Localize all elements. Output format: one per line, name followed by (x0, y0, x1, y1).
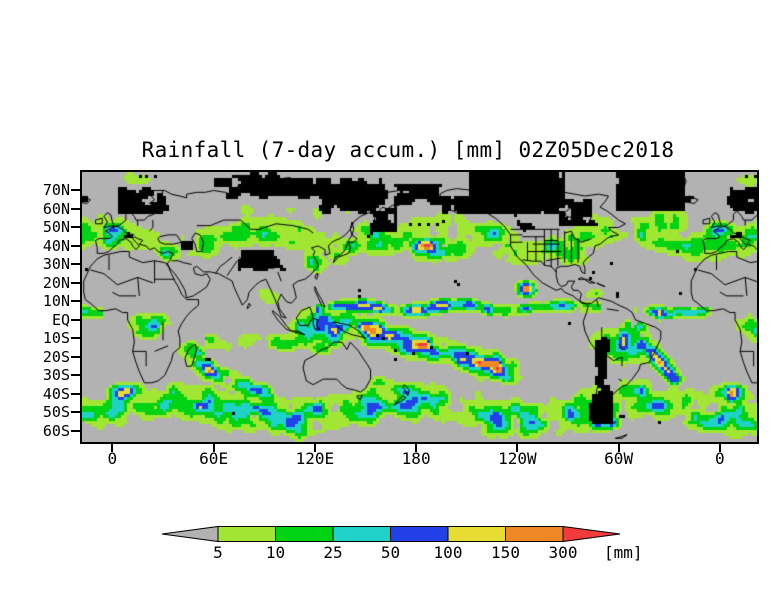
colorbar-segment (217, 526, 276, 542)
y-tick-mark (71, 374, 80, 377)
colorbar-tick-label: 100 (433, 543, 463, 562)
colorbar-tick-label: 10 (265, 543, 286, 562)
colorbar-segment (390, 526, 449, 542)
colorbar-overflow-arrow (562, 525, 621, 543)
y-tick-mark (71, 392, 80, 395)
y-tick-label: 10N (42, 292, 70, 311)
y-tick-mark (71, 226, 80, 229)
x-tick-mark (718, 444, 721, 452)
y-tick-mark (71, 337, 80, 340)
y-tick-label: 70N (42, 181, 70, 200)
y-tick-mark (71, 207, 80, 210)
y-tick-label: 60N (42, 199, 70, 218)
x-tick-label: 120W (498, 449, 537, 468)
y-tick-mark (71, 411, 80, 414)
colorbar-tick-label: 25 (323, 543, 343, 562)
x-tick-mark (415, 444, 418, 452)
x-tick-mark (516, 444, 519, 452)
x-tick-mark (212, 444, 215, 452)
x-tick-label: 0 (107, 449, 118, 468)
y-tick-mark (71, 263, 80, 266)
y-tick-label: 50S (42, 403, 70, 422)
colorbar-segment (505, 526, 564, 542)
x-tick-label: 0 (715, 449, 725, 468)
x-tick-label: 180 (401, 449, 431, 468)
colorbar-segment (275, 526, 334, 542)
colorbar-unit-label: [mm] (604, 543, 643, 562)
colorbar-underflow-arrow (161, 525, 219, 543)
colorbar-tick-label: 50 (380, 543, 401, 562)
y-tick-label: 50N (42, 218, 70, 237)
y-tick-label: 40N (42, 236, 70, 255)
y-tick-label: 10S (42, 329, 70, 348)
y-tick-label: 30N (42, 255, 70, 274)
y-tick-label: 30S (42, 366, 70, 385)
y-tick-mark (71, 281, 80, 284)
x-tick-mark (111, 444, 114, 452)
x-tick-label: 60W (604, 449, 634, 468)
y-tick-label: EQ (51, 310, 70, 329)
y-tick-mark (71, 189, 80, 192)
map-title: Rainfall (7-day accum.) [mm] 02Z05Dec201… (141, 138, 675, 162)
colorbar-segment (332, 526, 391, 542)
y-tick-label: 40S (42, 384, 70, 403)
y-tick-label: 20N (42, 273, 70, 292)
colorbar-tick-label: 150 (491, 543, 520, 562)
y-tick-mark (71, 355, 80, 358)
colorbar-tick-label: 300 (548, 543, 578, 562)
x-tick-label: 120E (295, 449, 335, 468)
colorbar (161, 525, 621, 543)
x-tick-mark (617, 444, 620, 452)
x-tick-label: 60E (199, 449, 229, 468)
y-tick-label: 20S (42, 347, 70, 366)
colorbar-tick-label: 5 (213, 543, 223, 562)
y-tick-mark (71, 429, 80, 432)
y-tick-mark (71, 300, 80, 303)
y-tick-label: 60S (42, 421, 70, 440)
colorbar-segment (447, 526, 506, 542)
rainfall-world-map (80, 170, 759, 444)
y-tick-mark (71, 244, 80, 247)
y-tick-mark (71, 318, 80, 321)
x-tick-mark (313, 444, 316, 452)
